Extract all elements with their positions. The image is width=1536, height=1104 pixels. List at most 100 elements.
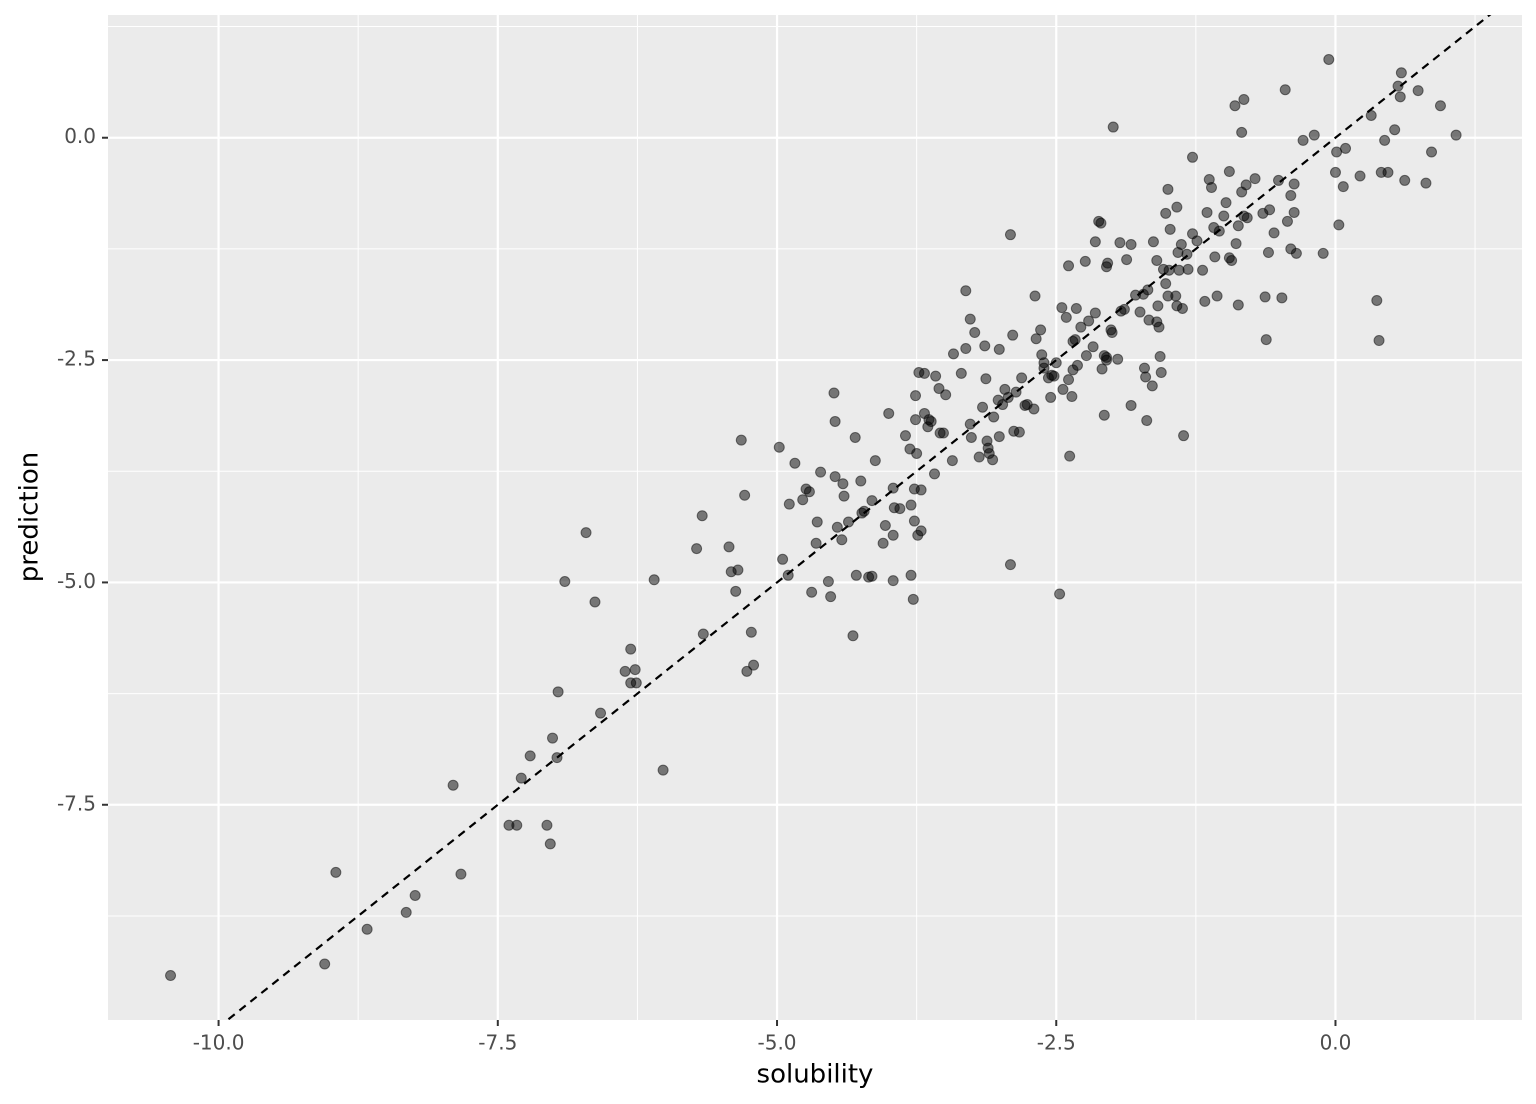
point [723, 541, 735, 553]
point [955, 367, 967, 379]
point [1083, 315, 1095, 327]
point [847, 630, 859, 642]
point [1071, 359, 1083, 371]
point [1323, 53, 1335, 65]
point [1163, 264, 1175, 276]
point [908, 515, 920, 527]
point [1164, 223, 1176, 235]
point [782, 569, 794, 581]
point [1340, 142, 1352, 154]
point [965, 431, 977, 443]
point [910, 390, 922, 402]
point [1273, 174, 1285, 186]
point [797, 494, 809, 506]
point [1140, 371, 1152, 383]
point [732, 564, 744, 576]
point [810, 537, 822, 549]
reference-line [225, 15, 1492, 1020]
point [619, 665, 631, 677]
point [1206, 182, 1218, 194]
point [1096, 363, 1108, 375]
point [1063, 374, 1075, 386]
point [806, 586, 818, 598]
point [822, 576, 834, 588]
point [648, 574, 660, 586]
point [883, 407, 895, 419]
point [1160, 207, 1172, 219]
point [1029, 290, 1041, 302]
point [1035, 324, 1047, 336]
point [1112, 353, 1124, 365]
point [1152, 300, 1164, 312]
point [1045, 391, 1057, 403]
plot-area [165, 15, 1492, 1020]
point [511, 819, 523, 831]
point [937, 427, 949, 439]
point [905, 499, 917, 511]
point [1125, 399, 1137, 411]
point [979, 340, 991, 352]
point [987, 454, 999, 466]
point [866, 495, 878, 507]
point [1013, 426, 1025, 438]
point [1079, 255, 1091, 267]
point [829, 415, 841, 427]
point [887, 575, 899, 587]
point [988, 411, 1000, 423]
point [918, 367, 930, 379]
point [1048, 370, 1060, 382]
point [1121, 254, 1133, 266]
point [825, 591, 837, 603]
point [1450, 129, 1462, 141]
point [1095, 217, 1107, 229]
y-tick-label: -7.5 [57, 791, 96, 815]
point [789, 457, 801, 469]
point [730, 585, 742, 597]
point [319, 958, 331, 970]
point [551, 752, 563, 764]
point [1389, 124, 1401, 136]
point [849, 431, 861, 443]
point [899, 430, 911, 442]
point [1064, 450, 1076, 462]
point [933, 383, 945, 395]
point [1089, 307, 1101, 319]
point [1154, 351, 1166, 363]
point [777, 553, 789, 565]
point [165, 970, 177, 982]
point [691, 543, 703, 555]
point [1264, 204, 1276, 216]
x-tick-label: -10.0 [193, 1031, 245, 1055]
point [1365, 110, 1377, 121]
point [1412, 85, 1424, 97]
point [993, 431, 1005, 443]
point [969, 327, 981, 339]
point [1268, 227, 1280, 239]
point [1426, 146, 1438, 158]
point [735, 434, 747, 446]
point [400, 906, 412, 918]
point [993, 343, 1005, 355]
point [1211, 290, 1223, 302]
point [1232, 299, 1244, 311]
point [1281, 215, 1293, 227]
point [1170, 290, 1182, 302]
point [1279, 84, 1291, 96]
point [1160, 278, 1172, 290]
point [1178, 430, 1190, 442]
point [1142, 284, 1154, 296]
point [741, 665, 753, 677]
point [887, 529, 899, 541]
point [1262, 246, 1274, 258]
point [748, 659, 760, 671]
point [1249, 173, 1261, 185]
point [1226, 254, 1238, 266]
y-tick-label: 0.0 [64, 124, 96, 148]
point [1141, 415, 1153, 427]
point [1392, 80, 1404, 92]
point [838, 490, 850, 502]
point [1125, 238, 1137, 250]
x-tick-label: -5.0 [758, 1031, 797, 1055]
point [1218, 210, 1230, 222]
